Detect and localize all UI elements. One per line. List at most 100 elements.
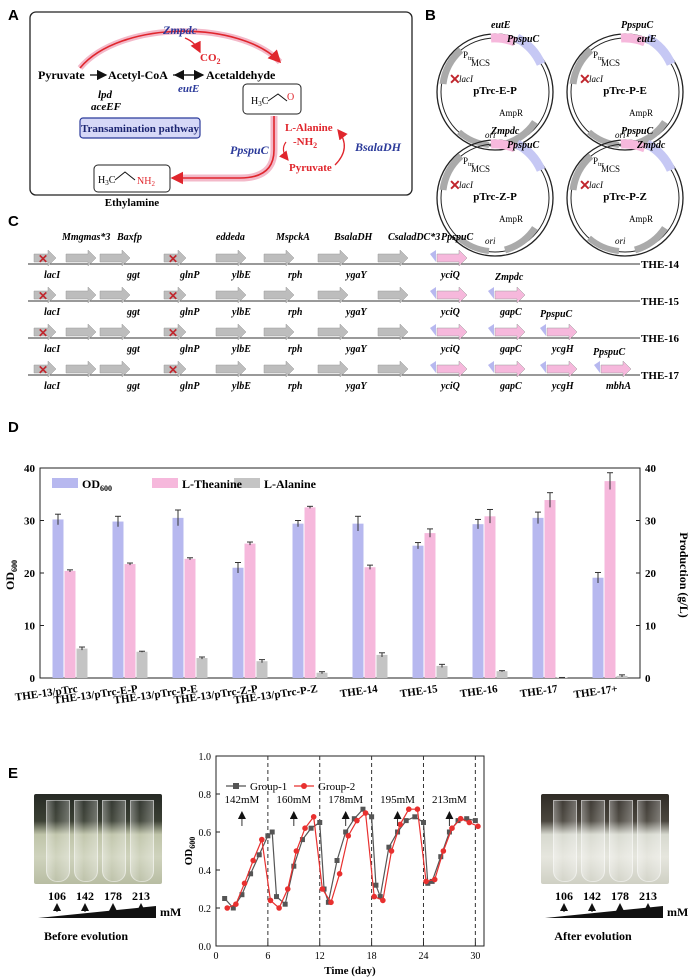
y-tick-label: 0: [30, 673, 36, 685]
gene-arrow: [317, 249, 349, 267]
plasmid-name: pTrc-P-Z: [603, 191, 647, 203]
gene2-arc: [490, 139, 517, 153]
legend-marker-2: [301, 783, 307, 789]
locus-label: ggt: [126, 307, 141, 318]
aceef-label: aceEF: [91, 101, 122, 113]
locus-label: glnP: [179, 307, 200, 318]
y2-tick-label: 10: [645, 621, 657, 633]
gene-arrow: [263, 360, 295, 378]
ethylamine-label: Ethylamine: [105, 197, 160, 209]
gene-arrow: [377, 323, 409, 341]
mcs-label: MCS: [601, 58, 620, 68]
x-tick-label: 30: [470, 951, 480, 962]
ampr-label: AmpR: [629, 108, 653, 118]
gene-arrow: [546, 323, 578, 341]
gene-label-4: BsalaDH: [333, 232, 374, 243]
ptrc-label: Ptrc: [593, 50, 605, 62]
conc-label: 142: [583, 889, 601, 903]
point-Group-2: [336, 871, 343, 877]
point-Group-2: [431, 876, 438, 883]
gene-arrow: [263, 286, 295, 304]
tube-3: [609, 800, 633, 882]
evolution-caption: Before evolution: [44, 929, 128, 943]
point-Group-1: [343, 829, 349, 835]
promoter-mark: [488, 324, 494, 336]
tube-1: [46, 800, 70, 882]
bar-L-Alanine: [496, 671, 508, 678]
locus-label: ygaY: [345, 270, 367, 281]
point-Group-2: [241, 880, 248, 887]
panel-a: A Zmpdc CO2 Pyruvate Acetyl-CoA lpd aceE…: [8, 7, 413, 209]
gene-arrow: [263, 249, 295, 267]
panel-e-letter: E: [8, 765, 18, 782]
category-label: THE-16: [459, 683, 499, 700]
ethylamine-structure: [93, 164, 171, 193]
ori-label: ori: [615, 130, 626, 140]
point-Group-2: [440, 848, 447, 854]
y2-tick-label: 30: [645, 516, 657, 528]
point-Group-2: [267, 897, 274, 904]
bar-L-Alanine: [436, 665, 448, 678]
point-Group-2: [405, 806, 412, 812]
point-Group-2: [397, 821, 403, 828]
gene2-label: PpspuC: [507, 34, 540, 45]
bar-L-Theanine: [244, 543, 256, 678]
gene2-arc: [490, 33, 517, 47]
y2-tick-label: 20: [645, 568, 657, 580]
gene1-arc: [644, 34, 676, 66]
lpd-label: lpd: [98, 89, 113, 101]
y-tick-label: 0.2: [199, 904, 212, 915]
knockout-mark: ✕: [168, 363, 178, 377]
after-evolution-photo: [541, 794, 669, 884]
gene-arrow: [65, 286, 97, 304]
ppspuc17-label: PpspuC: [593, 347, 626, 358]
conc-label: 213: [132, 889, 150, 903]
category-label: THE-14: [339, 683, 379, 700]
laci-label: lacI: [459, 180, 474, 190]
promoter-mark: [540, 324, 546, 336]
x-tick-label: 6: [265, 951, 270, 962]
y-tick-label: 0.4: [199, 866, 212, 877]
laci-arc: [439, 153, 464, 191]
gene-arrow: [436, 323, 468, 341]
point-Group-1: [351, 816, 357, 822]
gene-arrow: [99, 323, 131, 341]
point-Group-1: [239, 892, 245, 898]
ampr-label: AmpR: [629, 214, 653, 224]
gene-label-3: MspckA: [275, 232, 310, 243]
zmpdc-label-c: Zmpdc: [494, 272, 524, 283]
knockout-mark: ✕: [38, 289, 48, 303]
bsaladh-arrow: [334, 128, 348, 166]
gene-arrow: [377, 286, 409, 304]
ptrc-sub: trc: [468, 162, 475, 168]
point-Group-2: [284, 886, 291, 892]
point-Group-2: [293, 848, 300, 854]
gene1-label: PpspuC: [621, 126, 654, 137]
locus-label: yciQ: [440, 307, 460, 318]
locus-label: ylbE: [231, 307, 251, 318]
bar-L-Alanine: [196, 658, 208, 678]
locus-label: yciQ: [440, 381, 460, 392]
gene-arrow: [317, 360, 349, 378]
ampr-label: AmpR: [499, 214, 523, 224]
gene1-arc: [514, 140, 546, 172]
point-Group-1: [334, 858, 340, 863]
gene-arrow: [99, 286, 131, 304]
bar-OD600: [592, 577, 604, 678]
plasmid-group: ✕lacIPtrcMCSpTrc-E-PAmpRorieutEPpspuC✕la…: [436, 20, 684, 257]
bar-chart: 0 0 10 10 20 20 30 30 40 40 OD600 Production (g/L) T…: [3, 463, 691, 707]
y-tick-label: 20: [24, 568, 36, 580]
gene-label-6: PpspuC: [441, 232, 474, 243]
conc-mark-label: 213mM: [432, 794, 467, 806]
point-Group-1: [269, 829, 275, 835]
gene-arrow: [494, 286, 526, 304]
co2-label: CO2: [200, 52, 221, 66]
tube-2: [581, 800, 605, 882]
bar-L-Alanine: [136, 651, 148, 678]
bar-OD600: [172, 517, 184, 678]
gene1-arc: [644, 140, 676, 172]
y-tick-label: 0.6: [199, 828, 212, 839]
promoter-mark: [430, 250, 436, 262]
point-Group-1: [438, 854, 444, 860]
knockout-mark: ✕: [38, 326, 48, 340]
